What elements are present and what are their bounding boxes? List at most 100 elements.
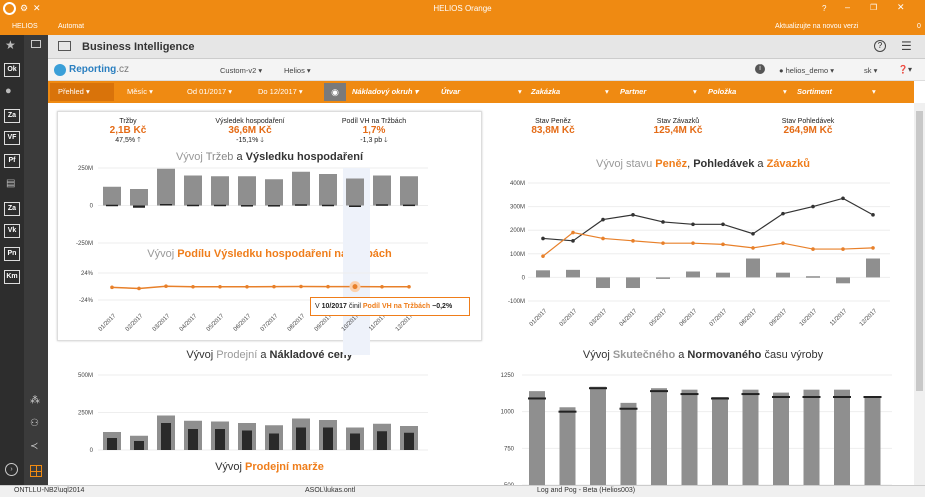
expand-icon[interactable]: › bbox=[5, 463, 18, 476]
scroll-thumb[interactable] bbox=[916, 111, 923, 391]
kpi-pohledavky: Stav Pohledávek 264,9M Kč bbox=[763, 118, 853, 136]
network-icon[interactable]: ⁂ bbox=[30, 395, 40, 406]
sidebar-item-ok[interactable]: Ok bbox=[4, 63, 20, 77]
from-label: Od 01/2017 bbox=[187, 87, 227, 96]
sidebar-item-pf[interactable]: Pf bbox=[4, 154, 20, 168]
custom-menu[interactable]: Custom-v2 ▾ bbox=[220, 66, 263, 75]
overview-tab[interactable] bbox=[50, 83, 114, 101]
reporting-logo-icon bbox=[54, 64, 66, 76]
point bbox=[841, 196, 845, 201]
partner-chevron-icon[interactable]: ▾ bbox=[693, 87, 697, 96]
menu-helios[interactable]: HELIOS bbox=[12, 23, 38, 30]
unit-chevron-icon[interactable]: ▾ bbox=[518, 87, 522, 96]
bar-nakladova bbox=[242, 430, 252, 450]
marker-normovany bbox=[680, 393, 699, 396]
share-icon[interactable]: ≺ bbox=[30, 441, 39, 452]
marker-normovany bbox=[650, 390, 668, 393]
t: času výroby bbox=[761, 349, 824, 361]
settings-icon[interactable]: ⚙ bbox=[20, 3, 29, 13]
tree-icon[interactable]: ⚇ bbox=[30, 418, 39, 429]
bar-penize bbox=[596, 277, 610, 289]
left-sidebar: ★ Ok ● Za VF Pf ▤ Za Vk Pn Km › bbox=[0, 35, 24, 485]
sidebar-item-km[interactable]: Km bbox=[4, 270, 20, 284]
eye-toggle[interactable]: ◉ bbox=[324, 83, 346, 101]
restore-button[interactable]: ❐ bbox=[870, 3, 878, 12]
assortment-label: Sortiment bbox=[797, 87, 833, 96]
x-tick-label: 11/2017 bbox=[829, 308, 849, 328]
helios-menu-label: Helios bbox=[284, 66, 305, 75]
point bbox=[721, 242, 725, 247]
bi-grid-icon[interactable] bbox=[30, 465, 42, 477]
logo-text: Reporting bbox=[69, 64, 117, 75]
y-tick-label: 250M bbox=[78, 166, 93, 172]
point bbox=[661, 241, 665, 245]
cost-center-filter[interactable]: Nákladový okruh ▾ bbox=[352, 87, 419, 96]
language-menu[interactable]: sk ▾ bbox=[864, 66, 878, 75]
book-icon[interactable]: ▤ bbox=[6, 178, 16, 189]
unit-filter[interactable]: Útvar bbox=[441, 87, 460, 96]
helios-logo-icon bbox=[3, 2, 16, 15]
month-dropdown[interactable]: Měsíc ▾ bbox=[127, 87, 153, 96]
kpi-value: 2,1B Kč bbox=[109, 125, 147, 136]
chart2-title: Vývoj Podílu Výsledku hospodaření na Trž… bbox=[57, 248, 482, 260]
item-filter[interactable]: Položka bbox=[708, 87, 736, 96]
t: Prodejní marže bbox=[245, 461, 324, 473]
order-chevron-icon[interactable]: ▾ bbox=[605, 87, 609, 96]
sidebar-item-vk[interactable]: Vk bbox=[4, 224, 20, 238]
t: Vývoj bbox=[582, 349, 613, 361]
kpi-zavazky: Stav Závazků 125,4M Kč bbox=[638, 118, 718, 136]
tt: činil bbox=[346, 303, 363, 310]
from-dropdown[interactable]: Od 01/2017 ▾ bbox=[187, 87, 233, 96]
sidebar-item-vf[interactable]: VF bbox=[4, 131, 20, 145]
assortment-chevron-icon[interactable]: ▾ bbox=[872, 87, 876, 96]
point-podil bbox=[349, 281, 361, 293]
update-notice[interactable]: Aktualizujte na novou verzi bbox=[775, 23, 858, 30]
order-filter[interactable]: Zakázka bbox=[531, 87, 560, 96]
x-tick-label: 01/2017 bbox=[98, 313, 118, 333]
point bbox=[811, 247, 815, 251]
bar-nakladova bbox=[134, 441, 144, 450]
status-bar: ONTLLU-NB2\uql2014 ASOL\lukas.ontl Log a… bbox=[0, 485, 925, 497]
notification-count[interactable]: 0 bbox=[917, 23, 921, 30]
unit-label: Útvar bbox=[441, 87, 461, 96]
bar-trzby bbox=[346, 178, 364, 206]
partner-filter[interactable]: Partner bbox=[620, 87, 646, 96]
x-tick-label: 07/2017 bbox=[260, 313, 280, 333]
sidebar-item-za[interactable]: Za bbox=[4, 109, 20, 123]
bar-trzby bbox=[319, 174, 337, 206]
sidebar-item-pn[interactable]: Pn bbox=[4, 247, 20, 261]
bar-vh bbox=[322, 204, 334, 207]
helios-menu[interactable]: Helios ▾ bbox=[284, 66, 311, 75]
t: a bbox=[754, 158, 767, 170]
t: a bbox=[233, 151, 246, 163]
close-button[interactable]: ✕ bbox=[897, 2, 905, 12]
x-tick-label: 01/2017 bbox=[529, 308, 549, 328]
user-icon[interactable]: ● bbox=[5, 85, 12, 97]
to-dropdown[interactable]: Do 12/2017 ▾ bbox=[258, 87, 303, 96]
minimize-button[interactable]: – bbox=[845, 2, 851, 12]
bar-trzby bbox=[292, 171, 310, 206]
kpi-value: 36,6M Kč bbox=[228, 125, 272, 136]
kpi-change-value: -1,3 pb bbox=[360, 137, 383, 144]
tools-icon[interactable]: ✕ bbox=[33, 3, 41, 13]
info-icon[interactable]: i bbox=[755, 64, 765, 74]
help-icon[interactable]: ? bbox=[822, 4, 827, 13]
sidebar-item-za2[interactable]: Za bbox=[4, 202, 20, 216]
hamburger-menu-icon[interactable]: ☰ bbox=[901, 39, 912, 53]
assortment-filter[interactable]: Sortiment bbox=[797, 87, 832, 96]
filter-bar: Přehled ▾ Měsíc ▾ Od 01/2017 ▾ Do 12/201… bbox=[48, 81, 914, 103]
item-chevron-icon[interactable]: ▾ bbox=[783, 87, 787, 96]
point bbox=[841, 247, 845, 251]
help-circle-icon[interactable]: ? bbox=[874, 40, 886, 52]
overview-dropdown[interactable]: Přehled ▾ bbox=[58, 87, 90, 96]
user-menu[interactable]: ● helios_demo ▾ bbox=[779, 66, 835, 75]
t: Vývoj bbox=[186, 349, 217, 361]
menu-automat[interactable]: Automat bbox=[58, 23, 85, 30]
panel-icon[interactable] bbox=[31, 40, 41, 48]
bar-skutecny bbox=[529, 391, 545, 485]
x-tick-label: 02/2017 bbox=[559, 308, 579, 328]
star-icon[interactable]: ★ bbox=[5, 38, 16, 52]
scrollbar[interactable] bbox=[914, 103, 925, 485]
help-menu-icon[interactable]: ❓▾ bbox=[898, 65, 912, 74]
kpi-trzby: Tržby 2,1B Kč 47,5% 🡑 bbox=[93, 118, 163, 147]
